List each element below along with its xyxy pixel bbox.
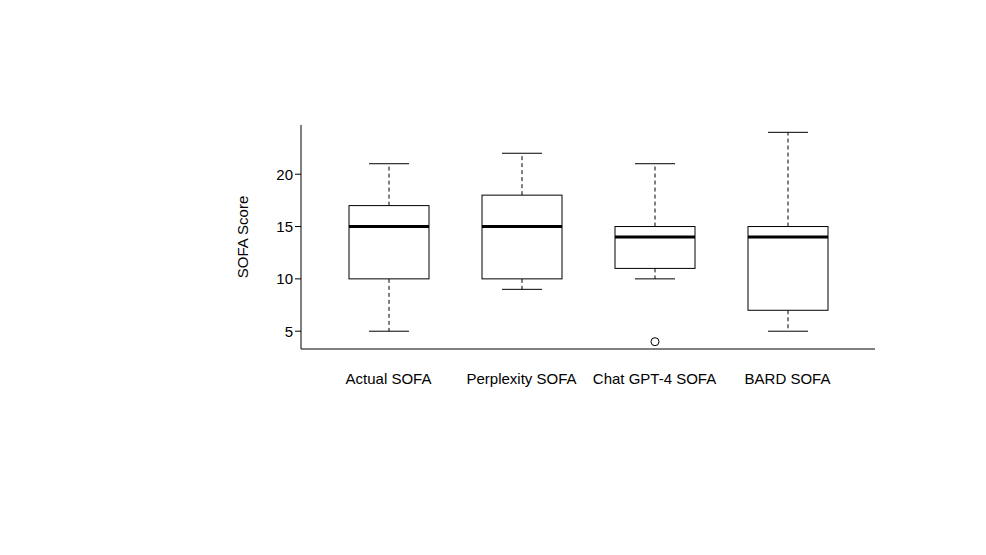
svg-text:BARD SOFA: BARD SOFA [745,370,831,387]
svg-text:20: 20 [276,166,293,183]
svg-text:Chat GPT-4 SOFA: Chat GPT-4 SOFA [593,370,716,387]
svg-text:15: 15 [276,218,293,235]
svg-text:SOFA Score: SOFA Score [234,196,251,279]
svg-text:Perplexity SOFA: Perplexity SOFA [466,370,576,387]
svg-text:5: 5 [285,323,293,340]
svg-text:Actual SOFA: Actual SOFA [346,370,432,387]
svg-text:10: 10 [276,270,293,287]
